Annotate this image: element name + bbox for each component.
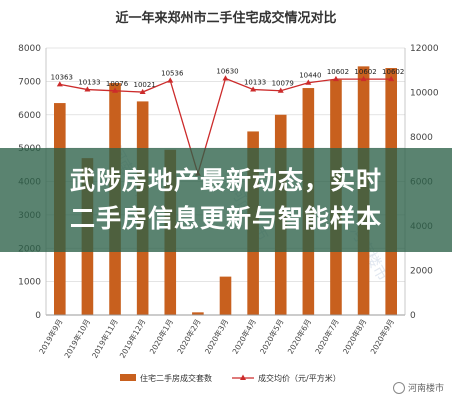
x-tick-label: 2019年9月 xyxy=(36,317,64,356)
line-point xyxy=(332,75,339,82)
y-right-tick-label: 0 xyxy=(410,311,416,321)
line-series: 10363 10133 10076 10021 10536 10630 10133 10079… xyxy=(51,67,404,177)
overlay-line-2: 二手房信息更新与智能样本 xyxy=(69,204,382,233)
data-label: 10079 xyxy=(272,80,294,88)
x-tick-label: 2020年3月 xyxy=(202,317,230,356)
legend-marker-price xyxy=(240,374,246,380)
x-tick-label: 2020年1月 xyxy=(147,317,175,356)
line-point xyxy=(167,77,174,83)
line-point xyxy=(277,87,284,93)
x-tick-label: 2019年12月 xyxy=(117,317,147,360)
data-label: 10630 xyxy=(216,67,238,75)
legend: 住宅二手房成交套数 成交均价（元/平方米） xyxy=(120,373,341,383)
y-right-tick-label: 8000 xyxy=(410,133,433,143)
x-tick-label: 2020年6月 xyxy=(285,317,313,356)
x-tick-label: 2019年11月 xyxy=(89,317,119,360)
line-point xyxy=(84,86,91,92)
legend-label-price: 成交均价（元/平方米） xyxy=(258,373,341,383)
data-label: 10076 xyxy=(106,80,129,88)
x-tick-label: 2019年10月 xyxy=(62,317,92,360)
x-tick-label: 2020年4月 xyxy=(230,317,258,356)
bar xyxy=(192,312,204,315)
overlay-line-1: 武陟房地产最新动态，实时 xyxy=(69,166,382,195)
data-label: 10536 xyxy=(161,70,184,78)
data-label: 10133 xyxy=(78,79,100,87)
chart-title: 近一年来郑州市二手住宅成交情况对比 xyxy=(115,10,336,26)
line-point xyxy=(388,75,395,82)
data-label: 10021 xyxy=(134,81,156,89)
brand-text: 河南楼市 xyxy=(407,384,444,394)
legend-label-bars: 住宅二手房成交套数 xyxy=(140,373,212,383)
y-left-tick-label: 6000 xyxy=(18,111,41,121)
y-left-tick-label: 1000 xyxy=(18,278,41,288)
bar xyxy=(219,276,232,315)
data-label: 10363 xyxy=(51,73,73,81)
line-point xyxy=(56,81,63,87)
y-right-tick-label: 10000 xyxy=(410,89,439,99)
y-right-tick-label: 12000 xyxy=(410,44,439,54)
data-label: 10602 xyxy=(327,68,349,76)
brand-icon xyxy=(392,381,405,394)
line-point xyxy=(139,88,146,95)
data-label: 10440 xyxy=(299,72,321,80)
x-tick-label: 2020年5月 xyxy=(257,317,285,356)
legend-swatch-bars xyxy=(120,374,136,381)
y-right-tick-label: 2000 xyxy=(410,267,433,277)
y-left-tick-label: 7000 xyxy=(18,77,41,87)
brand-mark: 河南楼市 xyxy=(392,381,444,394)
data-label: 10602 xyxy=(382,68,404,76)
line-point xyxy=(222,75,229,81)
y-left-tick-label: 8000 xyxy=(18,44,41,54)
data-label: 10602 xyxy=(354,68,376,76)
data-label: 10133 xyxy=(244,79,266,87)
y-left-tick-label: 0 xyxy=(35,311,41,321)
x-tick-label: 2020年9月 xyxy=(368,317,396,356)
x-tick-label: 2020年2月 xyxy=(175,317,203,356)
line-point xyxy=(112,87,119,93)
x-tick-label: 2020年8月 xyxy=(340,317,368,356)
line-point xyxy=(360,75,367,82)
x-tick-label: 2020年7月 xyxy=(313,317,341,356)
line-point xyxy=(250,86,257,92)
line-point xyxy=(305,79,312,85)
overlay-banner: 武陟房地产最新动态，实时 二手房信息更新与智能样本 xyxy=(0,148,452,252)
